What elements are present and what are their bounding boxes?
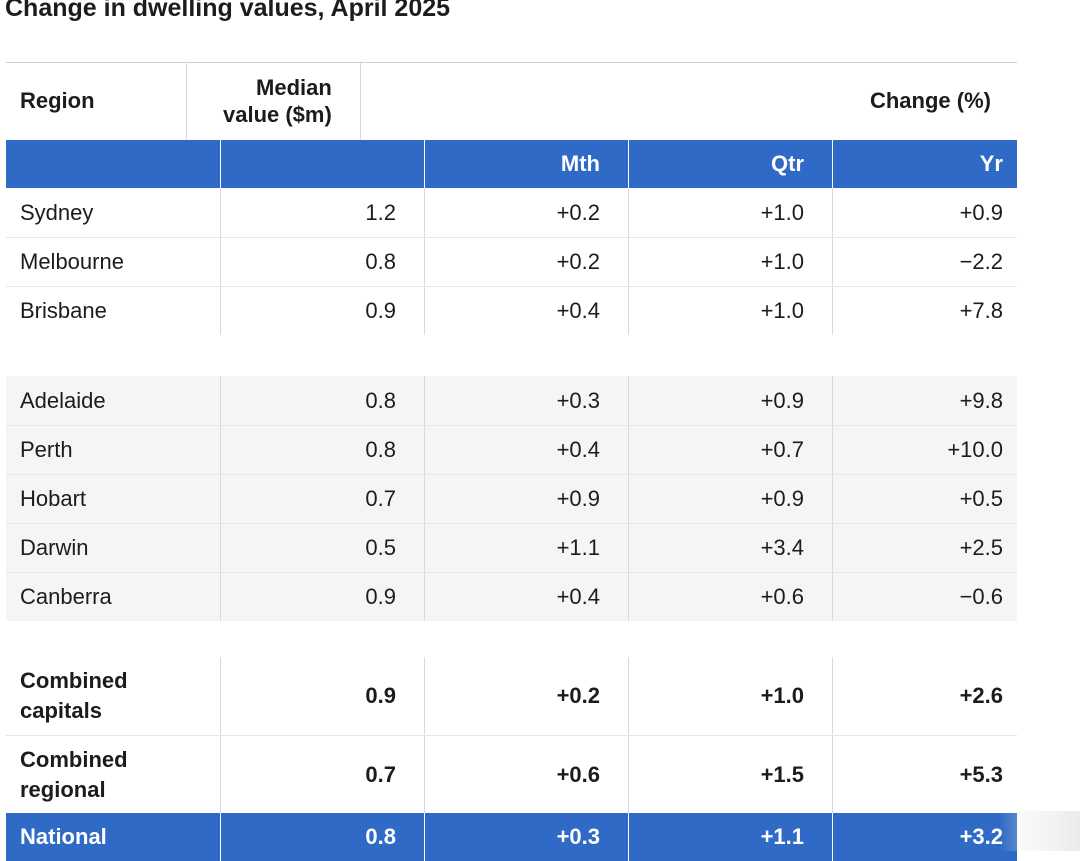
row-region: Hobart <box>6 475 220 523</box>
row-yr: +7.8 <box>832 287 1017 335</box>
row-median: 0.9 <box>220 657 424 735</box>
row-mth: +0.2 <box>424 657 628 735</box>
row-yr: +0.5 <box>832 475 1017 523</box>
row-mth: +0.2 <box>424 188 628 237</box>
table-row: Brisbane 0.9 +0.4 +1.0 +7.8 <box>6 286 1017 335</box>
row-median: 1.2 <box>220 188 424 237</box>
table-row: Combined regional 0.7 +0.6 +1.5 +5.3 <box>6 735 1017 813</box>
row-median: 0.9 <box>220 287 424 335</box>
row-median: 0.8 <box>220 813 424 861</box>
row-yr: +9.8 <box>832 376 1017 425</box>
table-row: Sydney 1.2 +0.2 +1.0 +0.9 <box>6 188 1017 237</box>
row-region: Combined capitals <box>6 657 220 735</box>
table-row: Hobart 0.7 +0.9 +0.9 +0.5 <box>6 474 1017 523</box>
row-region: Perth <box>6 426 220 474</box>
table-row: Adelaide 0.8 +0.3 +0.9 +9.8 <box>6 376 1017 425</box>
table-header-row: Region Median value ($m) Change (%) <box>6 62 1017 140</box>
table-row: Canberra 0.9 +0.4 +0.6 −0.6 <box>6 572 1017 621</box>
row-region: Adelaide <box>6 376 220 425</box>
header-median-value: Median value ($m) <box>186 63 360 140</box>
row-mth: +0.4 <box>424 287 628 335</box>
table-subheader-row: Mth Qtr Yr <box>6 140 1017 188</box>
row-yr: +10.0 <box>832 426 1017 474</box>
row-qtr: +1.0 <box>628 188 832 237</box>
row-mth: +0.4 <box>424 426 628 474</box>
row-median: 0.5 <box>220 524 424 572</box>
row-qtr: +1.5 <box>628 736 832 813</box>
row-qtr: +0.9 <box>628 376 832 425</box>
row-region: National <box>6 813 220 861</box>
row-yr: +3.2 <box>832 813 1017 861</box>
row-region: Sydney <box>6 188 220 237</box>
row-yr: −0.6 <box>832 573 1017 621</box>
row-yr: +2.6 <box>832 657 1017 735</box>
row-yr: −2.2 <box>832 238 1017 286</box>
row-median: 0.8 <box>220 426 424 474</box>
row-mth: +0.3 <box>424 376 628 425</box>
subheader-empty-region <box>6 140 220 188</box>
chart-title: Change in dwelling values, April 2025 <box>5 0 450 23</box>
row-qtr: +1.0 <box>628 287 832 335</box>
row-median: 0.9 <box>220 573 424 621</box>
row-qtr: +0.7 <box>628 426 832 474</box>
group-spacer <box>6 335 1017 376</box>
row-median: 0.7 <box>220 736 424 813</box>
row-qtr: +1.0 <box>628 238 832 286</box>
row-qtr: +1.0 <box>628 657 832 735</box>
row-region: Combined regional <box>6 736 220 813</box>
row-mth: +0.2 <box>424 238 628 286</box>
row-qtr: +0.9 <box>628 475 832 523</box>
row-qtr: +1.1 <box>628 813 832 861</box>
subheader-qtr: Qtr <box>628 140 832 188</box>
row-qtr: +0.6 <box>628 573 832 621</box>
row-median: 0.7 <box>220 475 424 523</box>
row-yr: +0.9 <box>832 188 1017 237</box>
row-median: 0.8 <box>220 376 424 425</box>
row-yr: +2.5 <box>832 524 1017 572</box>
row-mth: +0.4 <box>424 573 628 621</box>
table-row: Melbourne 0.8 +0.2 +1.0 −2.2 <box>6 237 1017 286</box>
subheader-empty-median <box>220 140 424 188</box>
row-yr: +5.3 <box>832 736 1017 813</box>
row-median: 0.8 <box>220 238 424 286</box>
row-mth: +0.9 <box>424 475 628 523</box>
dwelling-values-table: Region Median value ($m) Change (%) Mth … <box>6 62 1017 861</box>
row-region: Darwin <box>6 524 220 572</box>
row-region: Canberra <box>6 573 220 621</box>
row-region: Brisbane <box>6 287 220 335</box>
subheader-yr: Yr <box>832 140 1017 188</box>
table-row: Darwin 0.5 +1.1 +3.4 +2.5 <box>6 523 1017 572</box>
corner-fade <box>1000 811 1080 851</box>
table-row: Perth 0.8 +0.4 +0.7 +10.0 <box>6 425 1017 474</box>
row-mth: +0.6 <box>424 736 628 813</box>
row-region: Melbourne <box>6 238 220 286</box>
table-row: Combined capitals 0.9 +0.2 +1.0 +2.6 <box>6 657 1017 735</box>
row-mth: +1.1 <box>424 524 628 572</box>
group-spacer <box>6 621 1017 657</box>
subheader-mth: Mth <box>424 140 628 188</box>
header-change-percent: Change (%) <box>360 63 1017 140</box>
row-mth: +0.3 <box>424 813 628 861</box>
national-row: National 0.8 +0.3 +1.1 +3.2 <box>6 813 1017 861</box>
row-qtr: +3.4 <box>628 524 832 572</box>
header-region: Region <box>6 63 186 140</box>
